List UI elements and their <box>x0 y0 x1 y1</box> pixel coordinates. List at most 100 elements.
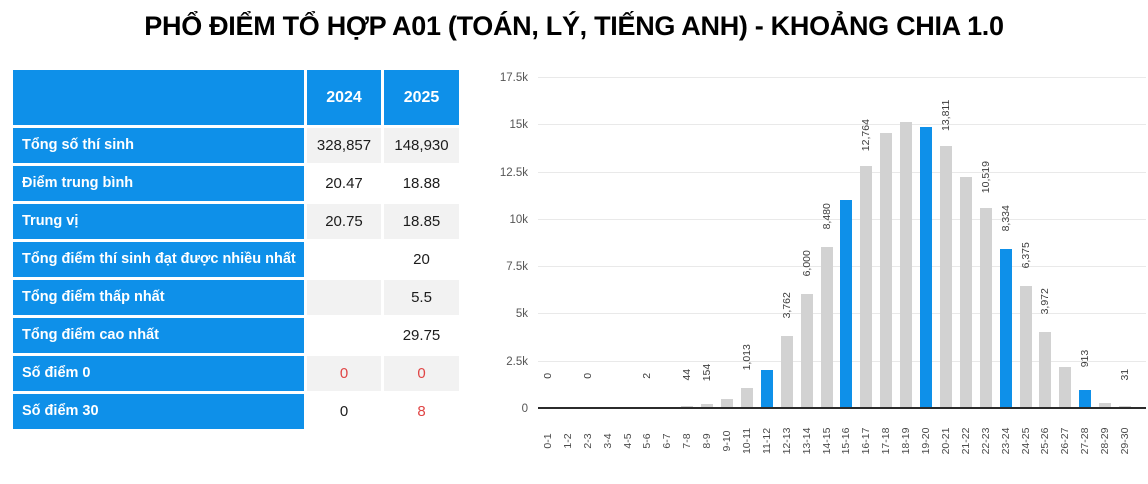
bar-slot: 26-27 <box>1055 78 1075 454</box>
bar-11-12[interactable] <box>760 370 773 407</box>
table-header-2024: 2024 <box>307 70 381 125</box>
bar-slot: 13,811 20-21 <box>936 78 956 454</box>
row-label: Tổng điểm thí sinh đạt được nhiều nhất <box>13 242 304 277</box>
x-tick-label: 9-10 <box>721 430 734 452</box>
bar-9-10[interactable] <box>721 399 734 407</box>
bar-slot: 4-5 <box>618 78 638 448</box>
table-value-cell: 20.75 <box>307 204 381 239</box>
bar-value-label: 913 <box>1079 350 1092 368</box>
x-tick-label: 5-6 <box>641 433 654 449</box>
table-value-cell: 29.75 <box>384 318 459 353</box>
row-label: Số điểm 0 <box>13 356 304 391</box>
table-value-cell: 0 <box>384 356 459 391</box>
gridline <box>538 171 1146 173</box>
bar-slot: 6,375 24-25 <box>1016 78 1036 454</box>
bar-value-label: 13,811 <box>939 99 952 131</box>
bar-value-label: 2 <box>641 373 654 379</box>
table-value-cell: 18.85 <box>384 204 459 239</box>
x-tick-label: 28-29 <box>1099 427 1112 455</box>
bar-slot: 3,762 12-13 <box>777 78 797 454</box>
bar-slot: 12,764 16-17 <box>856 78 876 454</box>
x-tick-label: 2-3 <box>581 433 594 449</box>
bar-17-18[interactable] <box>880 133 893 407</box>
bar-slot: 17-18 <box>876 78 896 454</box>
bar-slot: 19-20 <box>916 78 936 454</box>
bar-slot: 1-2 <box>558 78 578 448</box>
bar-20-21[interactable] <box>939 146 952 407</box>
x-tick-label: 16-17 <box>860 427 873 455</box>
bar-slot: 18-19 <box>896 78 916 454</box>
x-tick-label: 15-16 <box>840 427 853 455</box>
bar-value-label: 8,334 <box>999 204 1012 232</box>
bar-slot: 154 8-9 <box>697 78 717 449</box>
bar-slot: 1,013 10-11 <box>737 78 757 454</box>
table-value-cell: 0 <box>307 394 381 429</box>
table-value-cell: 8 <box>384 394 459 429</box>
bar-23-24[interactable] <box>999 249 1012 407</box>
table-header-blank <box>13 70 304 125</box>
row-label: Tổng điểm cao nhất <box>13 318 304 353</box>
bar-22-23[interactable] <box>979 208 992 407</box>
x-tick-label: 8-9 <box>701 433 714 449</box>
bar-value-label: 6,000 <box>800 249 813 277</box>
bar-13-14[interactable] <box>800 294 813 407</box>
x-tick-label: 25-26 <box>1039 427 1052 455</box>
x-tick-label: 18-19 <box>900 427 913 455</box>
table-value-cell <box>307 280 381 315</box>
y-tick-label: 17.5k <box>499 72 528 84</box>
y-tick-label: 10k <box>509 213 528 226</box>
bar-slot: 913 27-28 <box>1075 78 1095 454</box>
bar-14-15[interactable] <box>820 247 833 407</box>
bar-slot: 8,334 23-24 <box>996 78 1016 454</box>
bar-slot: 0 0-1 <box>538 78 558 449</box>
bar-slot: 8,480 14-15 <box>817 78 837 454</box>
bar-12-13[interactable] <box>780 336 793 407</box>
bar-15-16[interactable] <box>840 200 853 407</box>
y-tick-label: 15k <box>509 119 528 132</box>
bar-value-label: 10,519 <box>979 160 992 194</box>
summary-table: 2024 2025 Tổng số thí sinh 328,857 148,930 Đi… <box>13 70 459 429</box>
bar-8-9[interactable] <box>701 404 714 407</box>
x-tick-label: 24-25 <box>1019 427 1032 455</box>
bar-26-27[interactable] <box>1059 367 1072 407</box>
page-title: PHỔ ĐIỂM TỔ HỢP A01 (TOÁN, LÝ, TIẾNG ANH… <box>144 11 1004 41</box>
bar-24-25[interactable] <box>1019 286 1032 407</box>
table-header-2025: 2025 <box>384 70 459 125</box>
bar-29-30[interactable] <box>1119 406 1132 407</box>
bar-slot: 2 5-6 <box>638 78 658 449</box>
bar-25-26[interactable] <box>1039 332 1052 407</box>
bar-21-22[interactable] <box>959 177 972 407</box>
gridline <box>538 77 1146 78</box>
bar-slot: 28-29 <box>1095 78 1115 454</box>
table-value-cell: 20.47 <box>307 166 381 201</box>
bar-slot: 15-16 <box>837 78 857 454</box>
table-value-cell: 20 <box>384 242 459 277</box>
bar-slot: 6,000 13-14 <box>797 78 817 454</box>
bar-value-label: 31 <box>1119 369 1132 381</box>
x-tick-label: 26-27 <box>1059 427 1072 455</box>
bar-value-label: 6,375 <box>1019 241 1032 269</box>
table-value-cell <box>307 242 381 277</box>
x-tick-label: 27-28 <box>1079 427 1092 455</box>
bar-19-20[interactable] <box>920 127 933 407</box>
bar-16-17[interactable] <box>860 166 873 407</box>
bar-value-label: 1,013 <box>740 343 753 371</box>
bar-slot: 44 7-8 <box>677 78 697 449</box>
bar-28-29[interactable] <box>1099 403 1112 407</box>
row-label: Điểm trung bình <box>13 166 304 201</box>
x-tick-label: 12-13 <box>780 427 793 455</box>
bar-18-19[interactable] <box>900 122 913 407</box>
x-tick-label: 11-12 <box>760 427 773 455</box>
y-tick-label: 2.5k <box>506 355 528 368</box>
bar-7-8[interactable] <box>681 406 694 407</box>
bar-10-11[interactable] <box>740 388 753 407</box>
bar-slot: 6-7 <box>657 78 677 448</box>
x-axis-line <box>538 407 1146 409</box>
x-tick-label: 6-7 <box>661 433 674 449</box>
bar-slot: 0 2-3 <box>578 78 598 449</box>
row-label: Tổng điểm thấp nhất <box>13 280 304 315</box>
bar-27-28[interactable] <box>1079 390 1092 407</box>
bar-value-label: 0 <box>581 373 594 379</box>
bar-value-label: 3,972 <box>1039 287 1052 315</box>
x-tick-label: 7-8 <box>681 433 694 449</box>
